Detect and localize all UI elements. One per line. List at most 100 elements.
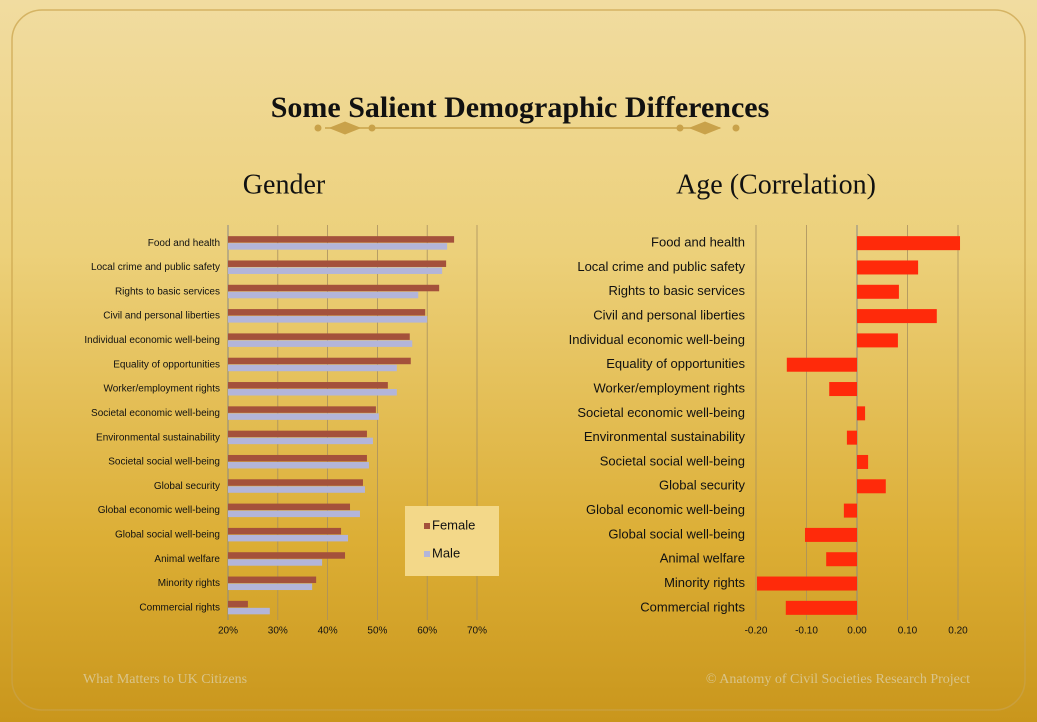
bar bbox=[228, 413, 379, 420]
category-label: Minority rights bbox=[664, 575, 745, 590]
legend-swatch bbox=[424, 523, 430, 529]
category-label: Environmental sustainability bbox=[584, 429, 746, 444]
category-label: Commercial rights bbox=[139, 602, 220, 613]
bar bbox=[228, 535, 348, 542]
category-label: Environmental sustainability bbox=[96, 432, 220, 443]
category-label: Societal social well-being bbox=[600, 453, 745, 468]
bar bbox=[228, 260, 446, 267]
bar bbox=[228, 601, 248, 608]
category-label: Rights to basic services bbox=[608, 283, 745, 298]
x-tick-label: 0.00 bbox=[847, 626, 867, 637]
category-label: Local crime and public safety bbox=[91, 262, 220, 273]
x-tick-label: 0.10 bbox=[898, 626, 918, 637]
category-label: Food and health bbox=[148, 238, 220, 249]
legend-label: Female bbox=[432, 517, 475, 532]
bar bbox=[228, 243, 447, 250]
bar bbox=[228, 358, 411, 365]
bar bbox=[228, 316, 427, 323]
bar bbox=[228, 552, 345, 559]
category-label: Societal economic well-being bbox=[91, 408, 220, 419]
bar bbox=[228, 406, 376, 413]
x-tick-label: 60% bbox=[417, 626, 437, 637]
category-label: Global economic well-being bbox=[98, 505, 220, 516]
bar bbox=[844, 504, 857, 518]
bar bbox=[857, 236, 960, 250]
category-label: Global social well-being bbox=[608, 526, 745, 541]
x-tick-label: 30% bbox=[268, 626, 288, 637]
bar bbox=[786, 601, 857, 615]
bar bbox=[857, 479, 886, 493]
category-label: Global security bbox=[659, 478, 745, 493]
x-tick-label: 70% bbox=[467, 626, 487, 637]
bar bbox=[228, 486, 365, 493]
category-label: Civil and personal liberties bbox=[593, 308, 745, 323]
chart-title: Gender bbox=[243, 169, 326, 200]
category-label: Worker/employment rights bbox=[594, 380, 746, 395]
x-tick-label: -0.10 bbox=[795, 626, 818, 637]
category-label: Rights to basic services bbox=[115, 286, 220, 297]
bar bbox=[805, 528, 857, 542]
bar bbox=[228, 584, 312, 591]
slide: Some Salient Demographic Differences Wha… bbox=[0, 0, 1037, 722]
bar bbox=[228, 577, 316, 584]
bar bbox=[228, 462, 369, 469]
bar bbox=[787, 358, 857, 372]
bar bbox=[228, 365, 397, 372]
bar bbox=[857, 406, 865, 420]
x-tick-label: 0.20 bbox=[948, 626, 968, 637]
x-tick-label: -0.20 bbox=[745, 626, 768, 637]
category-label: Minority rights bbox=[158, 578, 220, 589]
category-label: Individual economic well-being bbox=[84, 335, 220, 346]
bar bbox=[228, 285, 439, 292]
bar bbox=[228, 267, 442, 274]
bar bbox=[857, 455, 868, 469]
bar bbox=[228, 479, 363, 486]
bar bbox=[228, 236, 454, 243]
bar bbox=[228, 528, 341, 535]
category-label: Equality of opportunities bbox=[606, 356, 745, 371]
bar bbox=[829, 382, 857, 396]
bar bbox=[757, 577, 857, 591]
bar bbox=[228, 504, 350, 511]
legend-swatch bbox=[424, 551, 430, 557]
bar bbox=[857, 309, 937, 323]
category-label: Commercial rights bbox=[640, 599, 745, 614]
category-label: Global security bbox=[154, 481, 220, 492]
bar bbox=[228, 511, 360, 518]
category-label: Animal welfare bbox=[154, 554, 220, 565]
bar bbox=[228, 292, 418, 299]
bar bbox=[857, 333, 898, 347]
category-label: Societal economic well-being bbox=[577, 405, 745, 420]
bar bbox=[857, 285, 899, 299]
page: Some Salient Demographic Differences Wha… bbox=[0, 0, 1037, 722]
bar bbox=[228, 382, 388, 389]
legend-label: Male bbox=[432, 545, 460, 560]
bar bbox=[847, 431, 857, 445]
bar bbox=[228, 559, 322, 566]
category-label: Animal welfare bbox=[660, 551, 745, 566]
footer-left: What Matters to UK Citizens bbox=[83, 672, 247, 687]
bar bbox=[228, 608, 270, 615]
x-tick-label: 50% bbox=[367, 626, 387, 637]
bar bbox=[228, 309, 425, 316]
x-tick-label: 40% bbox=[318, 626, 338, 637]
bar bbox=[228, 333, 410, 340]
bar bbox=[826, 552, 857, 566]
category-label: Equality of opportunities bbox=[113, 359, 220, 370]
category-label: Societal social well-being bbox=[108, 457, 220, 468]
category-label: Global social well-being bbox=[115, 530, 220, 541]
bar bbox=[228, 455, 367, 462]
slide-title: Some Salient Demographic Differences bbox=[271, 91, 770, 124]
footer-right: © Anatomy of Civil Societies Research Pr… bbox=[706, 672, 970, 687]
category-label: Local crime and public safety bbox=[577, 259, 745, 274]
bar bbox=[228, 438, 373, 445]
category-label: Civil and personal liberties bbox=[103, 311, 220, 322]
chart-title: Age (Correlation) bbox=[676, 169, 876, 200]
category-label: Global economic well-being bbox=[586, 502, 745, 517]
bar bbox=[228, 340, 412, 347]
bar bbox=[228, 431, 367, 438]
category-label: Worker/employment rights bbox=[103, 384, 220, 395]
category-label: Food and health bbox=[651, 235, 745, 250]
bar bbox=[857, 260, 918, 274]
category-label: Individual economic well-being bbox=[569, 332, 745, 347]
